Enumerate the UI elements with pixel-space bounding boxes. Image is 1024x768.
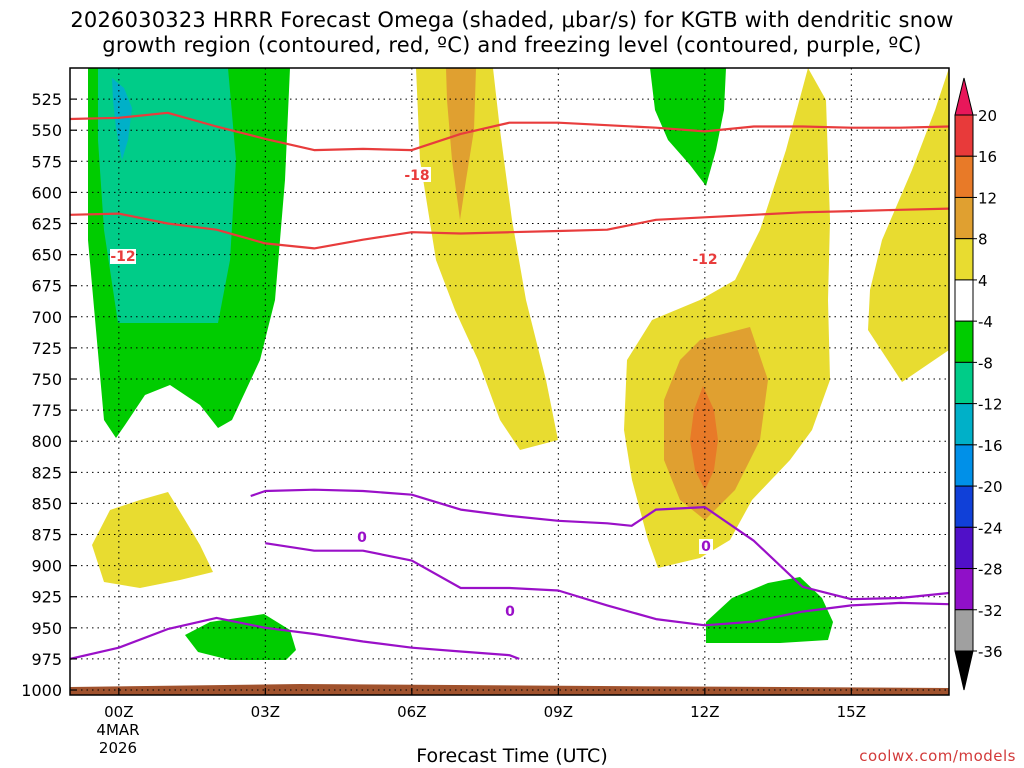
x-tick-label: 06Z [397, 703, 426, 721]
plot-frame [69, 67, 950, 696]
y-tick-label: 675 [31, 277, 62, 296]
colorbar-label: 16 [978, 148, 997, 166]
contour-label-dgz-lower-left: -12 [110, 249, 135, 265]
colorbar-label: 12 [978, 189, 997, 207]
x-tick-label: 00Z [104, 703, 133, 721]
colorbar-label: -4 [978, 313, 993, 331]
y-tick-label: 900 [31, 557, 62, 576]
x-tick-label: 15Z [837, 703, 866, 721]
contour-label-bg [110, 249, 136, 264]
colorbar-triangle-bottom [954, 650, 974, 691]
x-axis-label: Forecast Time (UTC) [416, 745, 608, 767]
contour-lines [70, 111, 949, 660]
colorbar-segment [954, 403, 974, 446]
y-tick-label: 550 [31, 121, 62, 140]
contour-label-dgz-lower-right: -12 [692, 252, 717, 268]
x-tick-label: 09Z [544, 703, 573, 721]
y-tick-label: 700 [31, 308, 62, 327]
y-tick-label: 950 [31, 619, 62, 638]
contour-label-bg [690, 252, 720, 267]
terrain-ground [70, 684, 949, 695]
omega-region-positive-06z [416, 68, 558, 450]
colorbar-label: -32 [978, 602, 1003, 620]
colorbar-label: -8 [978, 354, 993, 372]
y-tick-label: 875 [31, 526, 62, 545]
contour-line [70, 111, 949, 152]
y-tick-label: 975 [31, 650, 62, 669]
omega-region-positive-12z-max [690, 386, 718, 490]
y-tick-label: 725 [31, 339, 62, 358]
contour-label-bg [699, 539, 713, 554]
credit-text: coolwx.com/models [859, 747, 1016, 765]
contour-labels: -18 -12 -12 0 0 0 [110, 167, 720, 620]
contour-line [70, 616, 520, 660]
y-tick-label: 825 [31, 463, 62, 482]
colorbar-segment [954, 485, 974, 528]
contour-label-bg [503, 604, 517, 619]
contour-label-freezing-c: 0 [505, 604, 515, 620]
y-tick-label: 650 [31, 246, 62, 265]
contour-label-dgz-upper: -18 [404, 168, 429, 184]
x-axis-ticks: 00Z 03Z 06Z 09Z 12Z 15Z [104, 688, 866, 721]
colorbar-label: -24 [978, 519, 1003, 537]
y-tick-label: 600 [31, 183, 62, 202]
y-tick-label: 1000 [21, 681, 62, 700]
colorbar-label: -16 [978, 437, 1003, 455]
omega-shading [70, 68, 949, 695]
x-date-line-1: 4MAR [96, 721, 139, 739]
colorbar-segment [954, 526, 974, 570]
chart-title-line-1: 2026030323 HRRR Forecast Omega (shaded, … [70, 8, 954, 32]
colorbar-segment [954, 444, 974, 487]
omega-region-positive-06z-core [446, 68, 476, 220]
x-date-line-2: 2026 [99, 739, 137, 757]
y-axis-ticks: 525 550 575 600 625 650 675 700 725 750 775 800 825 8… [21, 90, 77, 700]
colorbar-label: 4 [978, 272, 988, 290]
colorbar-label: -20 [978, 478, 1003, 496]
x-tick-label: 12Z [690, 703, 719, 721]
omega-region-cyan-left [112, 78, 132, 160]
colorbar-label: -28 [978, 561, 1003, 579]
colorbar-label: -36 [978, 643, 1003, 661]
contour-label-bg [403, 167, 431, 182]
grid-lines [70, 68, 949, 695]
omega-region-negative-low-left [185, 614, 296, 660]
colorbar-segment [954, 114, 974, 157]
colorbar: 20 16 12 8 4 -4 -8 -12 -16 -20 -24 -28 -32 -36 [954, 77, 1003, 691]
y-tick-label: 800 [31, 432, 62, 451]
y-tick-label: 575 [31, 152, 62, 171]
colorbar-label: 20 [978, 107, 997, 125]
omega-region-negative-low-right [706, 577, 833, 643]
omega-region-positive-low-left [92, 492, 213, 588]
colorbar-segment [954, 238, 974, 281]
chart-title-line-2: growth region (contoured, red, ºC) and f… [102, 33, 922, 57]
colorbar-label: -12 [978, 396, 1003, 414]
contour-label-freezing-b: 0 [701, 539, 711, 555]
y-tick-label: 750 [31, 370, 62, 389]
y-tick-label: 925 [31, 588, 62, 607]
contour-label-freezing-a: 0 [357, 530, 367, 546]
colorbar-segment [954, 609, 974, 652]
omega-region-negative-10z [650, 68, 726, 186]
colorbar-segment [954, 361, 974, 405]
omega-region-positive-12z-core [664, 327, 768, 520]
y-tick-label: 625 [31, 215, 62, 234]
y-tick-label: 775 [31, 401, 62, 420]
y-tick-label: 525 [31, 90, 62, 109]
colorbar-segment [954, 320, 974, 363]
colorbar-triangle-top [954, 77, 974, 116]
colorbar-segment [954, 279, 974, 322]
contour-line [70, 207, 949, 250]
colorbar-segment [954, 155, 974, 198]
contour-line [265, 542, 949, 627]
contour-label-bg [355, 530, 369, 545]
colorbar-label: 8 [978, 231, 988, 249]
y-tick-label: 850 [31, 494, 62, 513]
contour-line [250, 488, 949, 601]
omega-region-positive-right [868, 68, 949, 382]
colorbar-segment [954, 196, 974, 240]
x-tick-label: 03Z [251, 703, 280, 721]
colorbar-segment [954, 568, 974, 611]
